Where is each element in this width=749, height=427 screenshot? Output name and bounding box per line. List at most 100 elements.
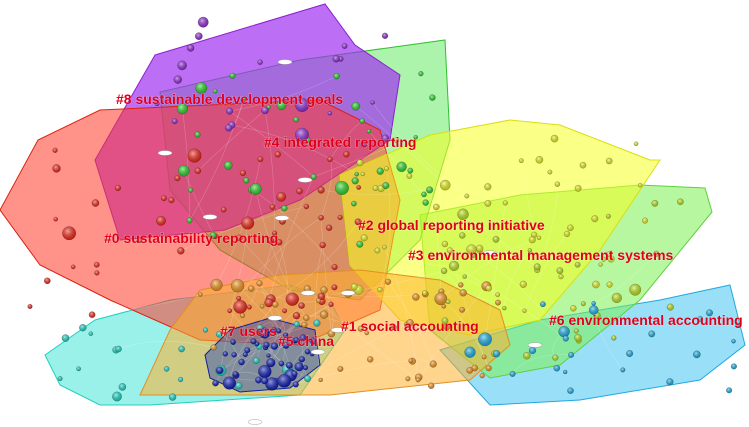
network-link (189, 99, 244, 221)
network-node-c3 (611, 335, 617, 341)
network-node-c4 (351, 200, 357, 207)
network-node-c8 (341, 43, 348, 49)
network-node-c3 (470, 252, 477, 258)
network-node-c3 (448, 260, 460, 272)
network-node-c0 (327, 156, 333, 163)
network-node-c7 (244, 347, 251, 354)
network-node-c0 (43, 277, 51, 285)
network-node-c1 (272, 301, 279, 308)
network-link (268, 221, 359, 303)
network-node-c8 (381, 32, 389, 39)
network-node-c4 (376, 167, 384, 175)
network-node-c4 (249, 183, 262, 196)
network-node-c0 (267, 237, 275, 245)
network-node-c0 (27, 303, 33, 310)
network-node-c0 (319, 241, 326, 249)
network-node-c0 (52, 164, 61, 173)
network-link (182, 108, 190, 221)
network-node-c8 (154, 100, 160, 107)
network-node-c8 (177, 60, 187, 71)
network-node-c0 (70, 264, 76, 270)
network-node-c0 (53, 216, 59, 222)
network-node-c6 (562, 335, 569, 342)
network-node-c0 (303, 203, 310, 210)
network-node-c1 (415, 377, 421, 383)
network-node-c4 (212, 88, 218, 94)
network-node-c8 (381, 134, 390, 143)
network-nodes (27, 16, 741, 425)
network-node-c1 (318, 377, 323, 383)
label-cluster-6: #6 environmental accounting (549, 312, 743, 328)
network-node-c2 (383, 166, 390, 172)
network-node-c8 (186, 44, 195, 52)
network-node-c6 (730, 363, 737, 370)
network-node-c3 (605, 213, 611, 219)
network-node-c1 (320, 286, 328, 294)
label-cluster-3: #3 environmental management systems (408, 247, 674, 263)
network-node-c3 (502, 305, 507, 311)
network-node-c2 (579, 161, 587, 169)
network-node-c1 (210, 344, 217, 351)
node-label-bubble (247, 419, 263, 425)
network-node-c6 (726, 387, 733, 394)
network-link (229, 75, 337, 112)
network-node-c1 (495, 299, 501, 306)
network-node-c7 (230, 339, 236, 345)
network-node-c2 (518, 158, 524, 164)
network-node-c1 (471, 364, 479, 372)
cluster-labels: #8 sustainable development goals #4 inte… (104, 91, 744, 350)
network-node-c2 (377, 184, 385, 193)
network-node-c4 (366, 128, 372, 134)
network-node-c0 (343, 151, 350, 158)
network-node-c7 (222, 376, 237, 390)
network-node-c2 (432, 203, 440, 211)
network-node-c2 (567, 224, 574, 232)
network-node-c1 (230, 278, 245, 293)
network-node-c5 (118, 383, 127, 391)
network-node-c1 (406, 318, 414, 327)
network-node-c7 (277, 373, 292, 388)
network-node-c7 (282, 332, 289, 339)
network-node-c1 (485, 364, 492, 372)
network-node-c2 (563, 230, 571, 238)
network-node-c8 (332, 55, 340, 63)
label-cluster-1: #1 social accounting (341, 318, 479, 334)
network-node-c2 (554, 181, 561, 187)
network-node-c4 (429, 94, 436, 101)
network-node-c1 (319, 310, 329, 319)
network-node-c0 (318, 214, 324, 221)
network-node-c3 (441, 317, 449, 325)
network-link (384, 246, 455, 267)
network-node-c2 (393, 137, 400, 143)
network-node-c0 (337, 214, 343, 221)
network-node-c7 (285, 361, 293, 369)
network-node-c0 (239, 169, 247, 177)
network-node-c0 (91, 199, 100, 207)
network-link (444, 270, 498, 295)
network-node-c7 (238, 358, 245, 366)
network-node-c7 (212, 379, 219, 387)
network-node-c2 (360, 234, 368, 242)
network-node-c7 (270, 342, 279, 350)
network-node-c0 (325, 224, 333, 232)
network-link (440, 298, 489, 369)
network-node-c6 (558, 325, 570, 338)
network-node-c2 (637, 182, 643, 188)
network-node-c0 (88, 311, 96, 319)
network-node-c0 (235, 234, 243, 242)
network-node-c0 (356, 184, 362, 190)
network-node-c7 (215, 366, 224, 375)
network-link (215, 346, 260, 384)
network-node-c3 (533, 263, 541, 271)
network-link (315, 244, 323, 380)
network-node-c5 (61, 334, 70, 342)
network-link (384, 247, 419, 380)
network-link (118, 341, 214, 350)
network-node-c0 (354, 218, 362, 226)
network-node-c4 (240, 97, 247, 103)
network-node-c6 (697, 315, 704, 323)
network-link (440, 237, 540, 300)
network-node-c5 (115, 345, 122, 353)
network-node-c7 (255, 376, 262, 384)
network-link (241, 304, 332, 363)
